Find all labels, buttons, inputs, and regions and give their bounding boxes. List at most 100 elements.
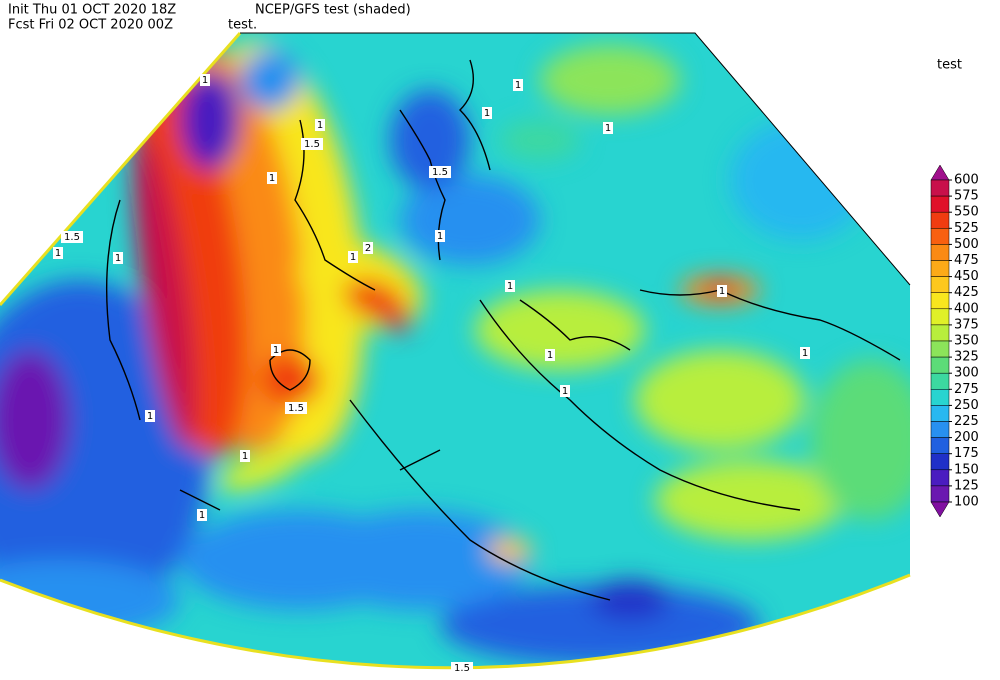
colorbar-label: 225 <box>954 414 979 429</box>
contour-line <box>105 199 141 421</box>
contour-label: 1.5 <box>304 139 320 150</box>
colorbar-label: 600 <box>954 173 979 188</box>
field-blob <box>488 538 532 562</box>
contour-label: 1 <box>547 350 553 361</box>
colorbar: 6005755505255004754504254003753503253002… <box>930 164 979 518</box>
colorbar-triangle <box>930 501 950 518</box>
contour-label-box <box>197 509 207 521</box>
contour-line <box>269 349 311 391</box>
contour-line <box>519 299 631 351</box>
field-blob <box>500 120 580 160</box>
contour-label: 1.5 <box>432 167 448 178</box>
colorbar-box <box>930 195 950 213</box>
colorbar-box <box>930 421 950 438</box>
contour-label-box <box>53 247 63 259</box>
contour-line <box>179 489 221 511</box>
contour-label-box <box>603 122 613 134</box>
colorbar-triangle <box>930 164 950 181</box>
contour-label-box <box>505 280 515 292</box>
init-time: Init Thu 01 OCT 2020 18Z <box>8 3 176 18</box>
contour-label-box <box>348 251 358 263</box>
contour-line <box>639 289 901 361</box>
contour-label-box <box>315 119 325 131</box>
colorbar-label: 550 <box>954 205 979 220</box>
contour-label: 1.5 <box>454 663 470 674</box>
contour-label-box <box>301 138 323 150</box>
colorbar-label: 125 <box>954 478 979 493</box>
colorbar-label: 300 <box>954 366 979 381</box>
contour-label-box <box>200 74 210 86</box>
field-blob <box>0 350 70 490</box>
contour-label: 1 <box>55 248 61 259</box>
field-blob <box>344 279 406 321</box>
contour-label-box <box>113 252 123 264</box>
contour-label: 1 <box>562 386 568 397</box>
contour-label: 1 <box>437 231 443 242</box>
contour-label-box <box>545 349 555 361</box>
field-blob <box>810 360 910 520</box>
colorbar-box <box>930 372 950 390</box>
colorbar-label: 375 <box>954 317 979 332</box>
field-blob <box>400 175 540 265</box>
contour-line <box>459 59 491 171</box>
colorbar-box <box>930 228 950 245</box>
colorbar-box <box>930 179 950 197</box>
contour-label-box <box>435 230 445 242</box>
contour-label: 1 <box>202 75 208 86</box>
colorbar-label: 475 <box>954 253 979 268</box>
colorbar-label: 175 <box>954 446 979 461</box>
contour-label-box <box>429 166 451 178</box>
contour-label-box <box>560 385 570 397</box>
contour-label-box <box>285 402 307 414</box>
colorbar-box <box>930 324 950 342</box>
colorbar-box <box>930 260 950 277</box>
colorbar-box <box>930 389 950 406</box>
contour-label: 1 <box>719 286 725 297</box>
field-blob <box>133 131 197 449</box>
colorbar-label: 100 <box>954 495 979 510</box>
colorbar-label: 150 <box>954 462 979 477</box>
contour-label-box <box>800 347 810 359</box>
contour-label: 1 <box>115 253 121 264</box>
contour-label: 1 <box>350 252 356 263</box>
contour-label: 1.5 <box>64 232 80 243</box>
field-blob <box>635 350 805 450</box>
colorbar-label: 350 <box>954 334 979 349</box>
colorbar-box <box>930 485 950 503</box>
contour-label-box <box>451 662 473 674</box>
contour-label: 2 <box>365 243 371 254</box>
contour-label: 1 <box>515 80 521 91</box>
colorbar-box <box>930 405 950 422</box>
contour-label: 1 <box>273 345 279 356</box>
colorbar-box <box>930 356 950 374</box>
colorbar-label: 525 <box>954 221 979 236</box>
field-blob <box>180 510 420 610</box>
colorbar-label: 275 <box>954 382 979 397</box>
colorbar-box <box>930 211 950 229</box>
contour-label: 1 <box>317 120 323 131</box>
colorbar-title: test <box>937 58 962 73</box>
contour-label-box <box>267 172 277 184</box>
field-blob <box>217 449 303 491</box>
contour-label: 1 <box>269 173 275 184</box>
domain-top <box>240 32 911 286</box>
colorbar-label: 325 <box>954 350 979 365</box>
colorbar-box <box>930 308 950 326</box>
contour-label-box <box>240 450 250 462</box>
colorbar-label: 450 <box>954 269 979 284</box>
contour-label: 1 <box>242 451 248 462</box>
field-blob <box>540 45 680 115</box>
contour-line <box>294 119 376 291</box>
colorbar-box <box>930 276 950 293</box>
field-blob <box>180 70 240 170</box>
field-blob <box>390 90 470 190</box>
contour-label: 1 <box>484 108 490 119</box>
field-blob <box>730 120 870 240</box>
contour-line <box>399 449 441 471</box>
field-blob <box>655 460 845 540</box>
contour-label-box <box>482 107 492 119</box>
contour-line <box>349 399 611 601</box>
contour-label: 1.5 <box>288 403 304 414</box>
